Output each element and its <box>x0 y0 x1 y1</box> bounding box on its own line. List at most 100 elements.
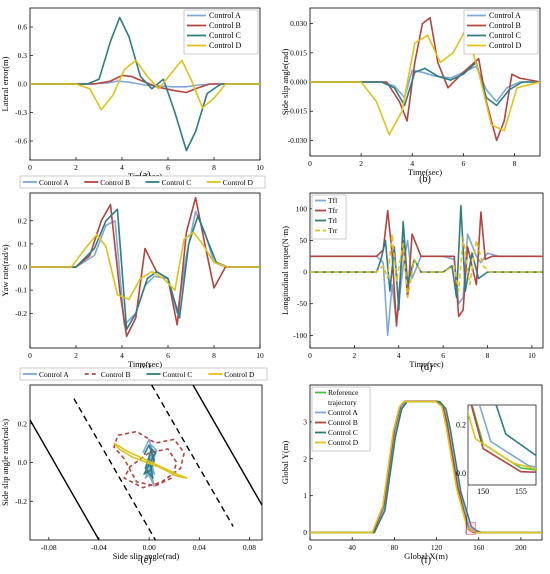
chart-panel-1: 0246810-0.6-0.30.00.30.6Time(sec)Lateral… <box>0 7 264 181</box>
legend-box <box>19 367 268 381</box>
series-line-b <box>310 16 540 142</box>
inset-x-tick-label: 155 <box>515 487 527 496</box>
legend-box <box>19 175 266 189</box>
legend-label: Control C <box>163 370 193 379</box>
x-tick-label: 120 <box>431 543 443 552</box>
legend-label: Control A <box>328 408 358 417</box>
series-line-b <box>113 430 185 489</box>
panel-caption: (b) <box>419 174 431 185</box>
legend-label: Control D <box>224 370 255 379</box>
plot-frame <box>29 192 261 349</box>
series-line-c <box>310 61 540 107</box>
panel-caption: (e) <box>140 555 151 566</box>
x-tick-label: 0.04 <box>193 543 206 552</box>
y-axis-label: Lateral error(m) <box>0 56 10 111</box>
plot-area <box>310 204 543 337</box>
legend-label: Control C <box>328 428 358 437</box>
y-tick-label: 0.015 <box>290 48 307 57</box>
legend-label: Control B <box>489 21 521 30</box>
x-axis-label: Global X(m) <box>404 551 448 561</box>
series-line-d <box>310 400 542 534</box>
y-tick-label: 0.0 <box>18 458 28 467</box>
y-tick-label: -0.1 <box>15 286 27 295</box>
x-tick-label: 0 <box>28 163 32 172</box>
chart-panel-5: -0.08 -0.04 0.00 0.04 0.08 -0.2 0.0 0.2 Side sli… <box>0 367 268 566</box>
x-tick-label: 2 <box>74 351 78 360</box>
chart-panel-4: 0 2 4 6 8 10 -100 -50 0 50 100 Time(sec) Longitudina… <box>280 192 544 373</box>
y-tick-label: 0.6 <box>18 23 28 32</box>
panel-caption: (c) <box>139 362 150 373</box>
legend-box <box>311 194 347 240</box>
stability-boundary <box>151 385 234 527</box>
legend-label: Control B <box>100 178 130 187</box>
legend-label: Control D <box>328 438 359 447</box>
x-tick-label: 4 <box>120 163 124 172</box>
x-tick-label: 80 <box>391 543 399 552</box>
x-tick-label: 8 <box>513 159 517 168</box>
x-tick-label: -0.08 <box>41 543 57 552</box>
x-tick-label: 200 <box>515 543 527 552</box>
y-tick-label: -0.2 <box>15 497 27 506</box>
x-tick-label: 0 <box>28 351 32 360</box>
series-line-d <box>30 231 260 301</box>
legend-label: Tfl <box>328 196 337 205</box>
plot-area <box>310 16 540 142</box>
x-tick-label: 0 <box>308 351 312 360</box>
y-tick-label: 2 <box>303 454 307 463</box>
legend-box <box>311 386 371 452</box>
x-tick-label: 0 <box>308 159 312 168</box>
inset-series-b <box>470 405 536 473</box>
x-tick-label: 6 <box>461 159 465 168</box>
panel-caption: (d) <box>421 362 433 373</box>
x-tick-label: 0.08 <box>243 543 256 552</box>
panel-caption: (a) <box>139 170 150 181</box>
zoom-connector <box>465 484 469 535</box>
x-tick-label: 4 <box>397 351 401 360</box>
x-axis-label: Time(sec) <box>128 359 162 369</box>
stability-boundary <box>30 419 100 540</box>
y-tick-label: 3 <box>303 417 307 426</box>
x-axis-label: Time(sec) <box>409 359 443 369</box>
y-tick-label: 0.2 <box>18 216 28 225</box>
series-line-d <box>30 59 260 111</box>
inset-y-tick-label: 0.2 <box>456 420 466 429</box>
y-tick-label: -0.030 <box>288 136 308 145</box>
y-tick-label: 0.0 <box>18 263 28 272</box>
plot-area <box>30 385 262 540</box>
y-tick-label: 0 <box>303 528 307 537</box>
plot-area <box>30 16 260 152</box>
y-tick-label: -0.3 <box>15 108 27 117</box>
series-line-d <box>113 442 188 479</box>
x-tick-label: 10 <box>256 351 264 360</box>
legend-label: Control C <box>209 31 241 40</box>
series-line-a <box>310 65 540 103</box>
zoom-region <box>465 521 476 535</box>
stability-boundary <box>73 398 157 540</box>
series-line-c <box>30 208 260 331</box>
legend-label: Control D <box>223 178 254 187</box>
chart-panel-3: 0 2 4 6 8 10 -0.2 -0.1 0.0 0.1 0.2 Time(sec) Yaw rat… <box>0 175 266 373</box>
legend-label: Control D <box>209 41 241 50</box>
inset-series-d <box>468 410 536 470</box>
inset-chart: 150 155 0.0 0.2 <box>456 404 537 496</box>
x-tick-label: 0 <box>308 543 312 552</box>
legend-label: Control C <box>489 31 521 40</box>
y-tick-label: 0.000 <box>290 78 307 87</box>
x-tick-label: 2 <box>353 351 357 360</box>
series-line-d <box>310 28 540 136</box>
x-tick-label: 8 <box>212 163 216 172</box>
stability-boundary <box>192 385 262 506</box>
inset-series-a <box>478 405 536 468</box>
legend-label: Control B <box>328 418 358 427</box>
x-tick-label: -0.04 <box>91 543 107 552</box>
x-tick-label: 2 <box>359 159 363 168</box>
legend-label: Control A <box>489 11 521 20</box>
y-tick-label: 50 <box>300 236 308 245</box>
legend-label: Control B <box>209 21 241 30</box>
inset-x-tick-label: 150 <box>477 487 489 496</box>
y-axis-label: Side slip angle(rad) <box>280 49 290 116</box>
x-axis-label: Side slip angle(rad) <box>113 551 180 561</box>
inset-plot-area <box>468 405 536 473</box>
chart-panel-2: 0 2 4 6 8 -0.030 -0.015 0.000 0.015 0.030 Time(sec… <box>280 7 541 185</box>
plot-frame <box>309 192 544 349</box>
